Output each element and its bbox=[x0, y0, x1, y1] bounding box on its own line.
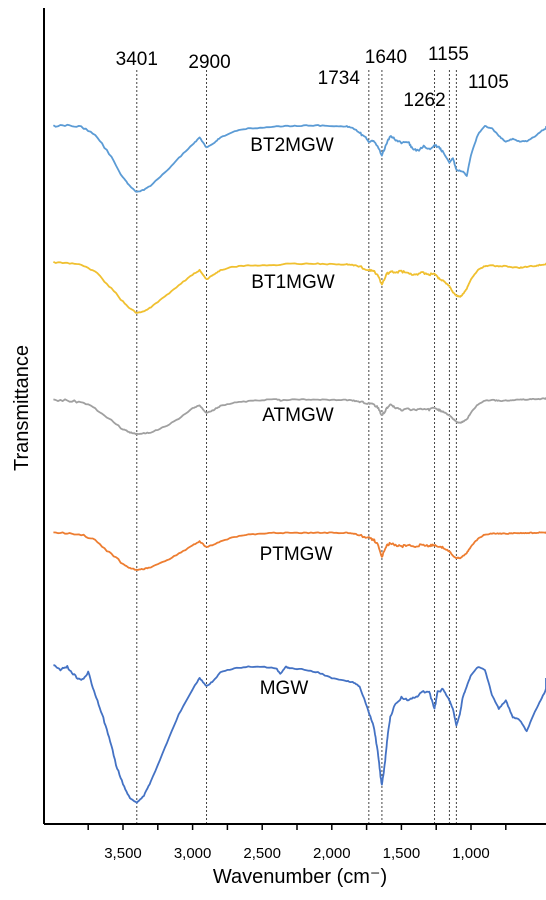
reference-label-1640: 1640 bbox=[365, 47, 407, 68]
x-tick-label-1000: 1,000 bbox=[452, 845, 490, 862]
series-labels: BT2MGW BT1MGW ATMGW PTMGW MGW bbox=[250, 135, 334, 699]
x-tick-label-3500: 3,500 bbox=[104, 845, 142, 862]
x-tick-label-2000: 2,000 bbox=[313, 845, 351, 862]
reference-lines bbox=[136, 70, 457, 824]
reference-label-1155: 1155 bbox=[428, 44, 469, 65]
axes-group bbox=[43, 8, 546, 825]
series-group bbox=[52, 123, 546, 804]
series-label-atmgw: ATMGW bbox=[262, 405, 333, 426]
series-line-atmgw bbox=[53, 397, 546, 435]
x-tick-label-3000: 3,000 bbox=[174, 845, 212, 862]
reference-label-3401: 3401 bbox=[116, 49, 158, 70]
reference-label-1262: 1262 bbox=[403, 90, 445, 111]
x-tick-label-1500: 1,500 bbox=[383, 845, 421, 862]
x-axis-title: Wavenumber (cm⁻) bbox=[213, 866, 387, 888]
reference-label-1105: 1105 bbox=[468, 72, 509, 93]
y-axis-title: Transmittance bbox=[11, 345, 33, 471]
series-line-mgw bbox=[53, 664, 546, 804]
x-tick-label-2500: 2,500 bbox=[243, 845, 281, 862]
reference-label-1734: 1734 bbox=[318, 68, 361, 89]
series-label-ptmgw: PTMGW bbox=[260, 544, 333, 565]
series-line-ptmgw bbox=[53, 531, 546, 571]
series-label-mgw: MGW bbox=[260, 678, 309, 699]
series-label-bt2mgw: BT2MGW bbox=[250, 135, 333, 156]
series-label-bt1mgw: BT1MGW bbox=[251, 272, 334, 293]
reference-label-2900: 2900 bbox=[188, 52, 230, 73]
series-line-bt2mgw bbox=[52, 123, 546, 193]
series-line-bt1mgw bbox=[52, 261, 546, 314]
x-ticks: 3,500 3,000 2,500 2,000 1,500 1,000 bbox=[87, 824, 507, 862]
